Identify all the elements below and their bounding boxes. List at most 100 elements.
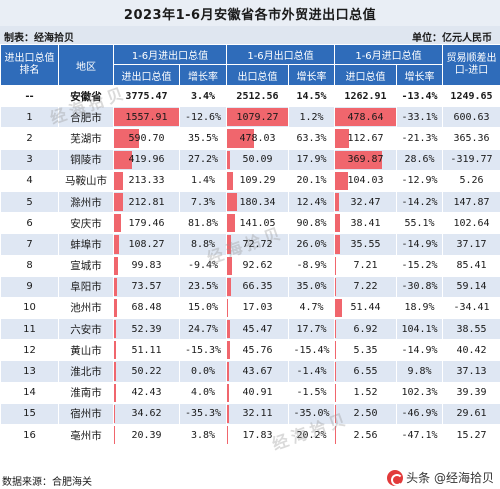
table-row: 12 黄山市 51.11 -15.3% 45.76 -15.4% 5.35 -14.9% 40.…	[0, 339, 500, 362]
rank-cell: 9	[0, 275, 59, 298]
export-growth-cell: -1.4%	[288, 360, 335, 383]
rank-cell: 1	[0, 106, 59, 129]
table-row: 15 宿州市 34.62 -35.3% 32.11 -35.0% 2.50 -46.9% 29.…	[0, 402, 500, 426]
rank-cell: 14	[0, 381, 59, 404]
value-bar	[227, 277, 231, 296]
total-value-cell: 3775.47	[113, 84, 180, 108]
cell-value: 92.62	[242, 260, 273, 272]
rank-cell: 10	[0, 296, 59, 320]
cell-value: 180.34	[239, 196, 276, 208]
export-value-cell: 17.03	[226, 296, 289, 320]
cell-value: 50.22	[131, 366, 162, 378]
cell-value: 32.11	[242, 408, 273, 420]
rank-cell: 7	[0, 233, 59, 256]
balance-cell: 59.14	[442, 275, 500, 298]
import-value-cell: 6.92	[334, 318, 397, 341]
table-row: 3 铜陵市 419.96 27.2% 50.09 17.9% 369.87 28.6% -319…	[0, 148, 500, 171]
value-bar	[335, 341, 336, 360]
import-growth-cell: 102.3%	[396, 381, 443, 404]
cell-value: 112.67	[347, 132, 384, 144]
export-value-cell: 17.83	[226, 423, 289, 447]
cell-value: 419.96	[128, 154, 165, 166]
balance-cell: 39.39	[442, 381, 500, 404]
rank-cell: 2	[0, 127, 59, 150]
table-row: 8 宣城市 99.83 -9.4% 92.62 -8.9% 7.21 -15.2% 85.41	[0, 254, 500, 277]
meta-bar: 制表：经海拾贝 单位：亿元人民币	[0, 26, 500, 44]
cell-value: 104.03	[347, 175, 384, 187]
import-growth-cell: -47.1%	[396, 423, 443, 447]
rank-cell: 4	[0, 169, 59, 192]
export-growth-cell: -15.4%	[288, 339, 335, 362]
table-row-total: -- 安徽省 3775.47 3.4% 2512.56 14.5% 1262.91 -13.4…	[0, 84, 500, 108]
cell-value: 478.03	[239, 132, 276, 144]
rank-cell: 15	[0, 402, 59, 426]
import-growth-cell: -12.9%	[396, 169, 443, 192]
export-growth-cell: -35.0%	[288, 402, 335, 426]
brand: 头条 @经海拾贝	[387, 469, 494, 486]
balance-cell: 85.41	[442, 254, 500, 277]
export-value-cell: 40.91	[226, 381, 289, 404]
value-bar	[114, 404, 116, 423]
export-growth-cell: 12.4%	[288, 190, 335, 214]
import-growth-cell: -30.8%	[396, 275, 443, 298]
value-bar	[114, 108, 179, 127]
header-total-value: 进出口总值	[113, 64, 180, 86]
region-cell: 马鞍山市	[58, 169, 114, 192]
header-export-growth: 增长率	[288, 64, 335, 86]
total-value-cell: 34.62	[113, 402, 180, 426]
cell-value: 141.05	[239, 217, 276, 229]
cell-value: 32.47	[350, 196, 381, 208]
cell-value: 6.92	[353, 323, 378, 335]
cell-value: 45.76	[242, 344, 273, 356]
value-bar	[335, 129, 350, 148]
region-cell: 阜阳市	[58, 275, 114, 298]
value-bar	[227, 108, 288, 127]
total-growth-cell: 81.8%	[179, 212, 227, 235]
header-group-import: 1-6月进口总值	[334, 44, 443, 65]
cell-value: 66.35	[242, 281, 273, 293]
value-bar	[114, 341, 117, 360]
cell-value: 1079.27	[236, 111, 279, 123]
cell-value: 1.52	[353, 387, 378, 399]
balance-cell: -34.41	[442, 296, 500, 320]
total-growth-cell: -15.3%	[179, 339, 227, 362]
value-bar	[335, 171, 349, 190]
balance-cell: 102.64	[442, 212, 500, 235]
value-bar	[114, 192, 123, 212]
total-growth-cell: 4.0%	[179, 381, 227, 404]
region-cell: 六安市	[58, 318, 114, 341]
total-growth-cell: 24.7%	[179, 318, 227, 341]
export-value-cell: 1079.27	[226, 106, 289, 129]
import-growth-cell: -46.9%	[396, 402, 443, 426]
total-value-cell: 108.27	[113, 233, 180, 256]
export-growth-cell: 14.5%	[288, 84, 335, 108]
cell-value: 99.83	[131, 260, 162, 272]
rank-cell: 5	[0, 190, 59, 214]
import-growth-cell: -13.4%	[396, 84, 443, 108]
header-export-value: 出口总值	[226, 64, 289, 86]
value-bar	[114, 171, 123, 190]
value-bar	[114, 150, 132, 169]
value-bar	[114, 277, 118, 296]
title-text: 2023年1-6月安徽省各市外贸进出口总值	[123, 7, 377, 23]
unit-label: 单位：亿元人民币	[412, 33, 492, 44]
total-growth-cell: 0.0%	[179, 360, 227, 383]
export-growth-cell: 35.0%	[288, 275, 335, 298]
value-bar	[114, 235, 119, 254]
total-growth-cell: -35.3%	[179, 402, 227, 426]
value-bar	[227, 362, 230, 381]
value-bar	[227, 214, 235, 233]
cell-value: 1557.91	[125, 111, 168, 123]
balance-cell: 29.61	[442, 402, 500, 426]
rank-cell: 13	[0, 360, 59, 383]
rank-cell: 6	[0, 212, 59, 235]
total-value-cell: 50.22	[113, 360, 180, 383]
cell-value: 72.72	[242, 238, 273, 250]
total-growth-cell: 15.0%	[179, 296, 227, 320]
import-value-cell: 6.55	[334, 360, 397, 383]
import-value-cell: 369.87	[334, 148, 397, 171]
value-bar	[227, 256, 233, 275]
cell-value: 51.11	[131, 344, 162, 356]
value-bar	[114, 256, 119, 275]
value-bar	[114, 362, 117, 381]
